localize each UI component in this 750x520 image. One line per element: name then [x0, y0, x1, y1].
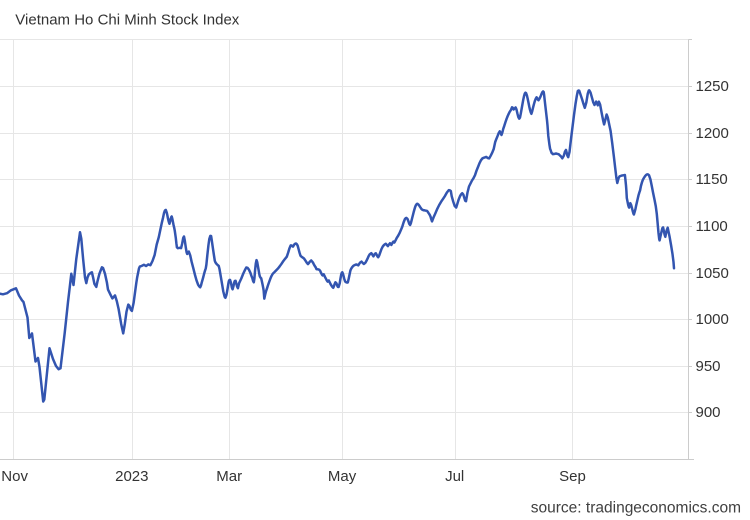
svg-text:1150: 1150 — [696, 171, 728, 188]
svg-text:May: May — [328, 468, 357, 485]
svg-text:Jul: Jul — [445, 468, 464, 485]
svg-text:900: 900 — [696, 404, 721, 421]
svg-text:950: 950 — [696, 358, 721, 375]
svg-text:Vietnam Ho Chi Minh Stock Inde: Vietnam Ho Chi Minh Stock Index — [15, 12, 239, 29]
svg-text:Mar: Mar — [216, 468, 242, 485]
svg-text:source: tradingeconomics.com: source: tradingeconomics.com — [531, 500, 741, 517]
svg-text:1200: 1200 — [696, 125, 729, 142]
svg-text:1050: 1050 — [696, 265, 729, 282]
svg-text:Sep: Sep — [559, 468, 586, 485]
svg-text:2023: 2023 — [115, 468, 148, 485]
svg-text:Nov: Nov — [1, 468, 28, 485]
svg-text:1000: 1000 — [696, 311, 729, 328]
svg-text:1100: 1100 — [696, 218, 728, 235]
svg-text:1250: 1250 — [696, 78, 729, 95]
